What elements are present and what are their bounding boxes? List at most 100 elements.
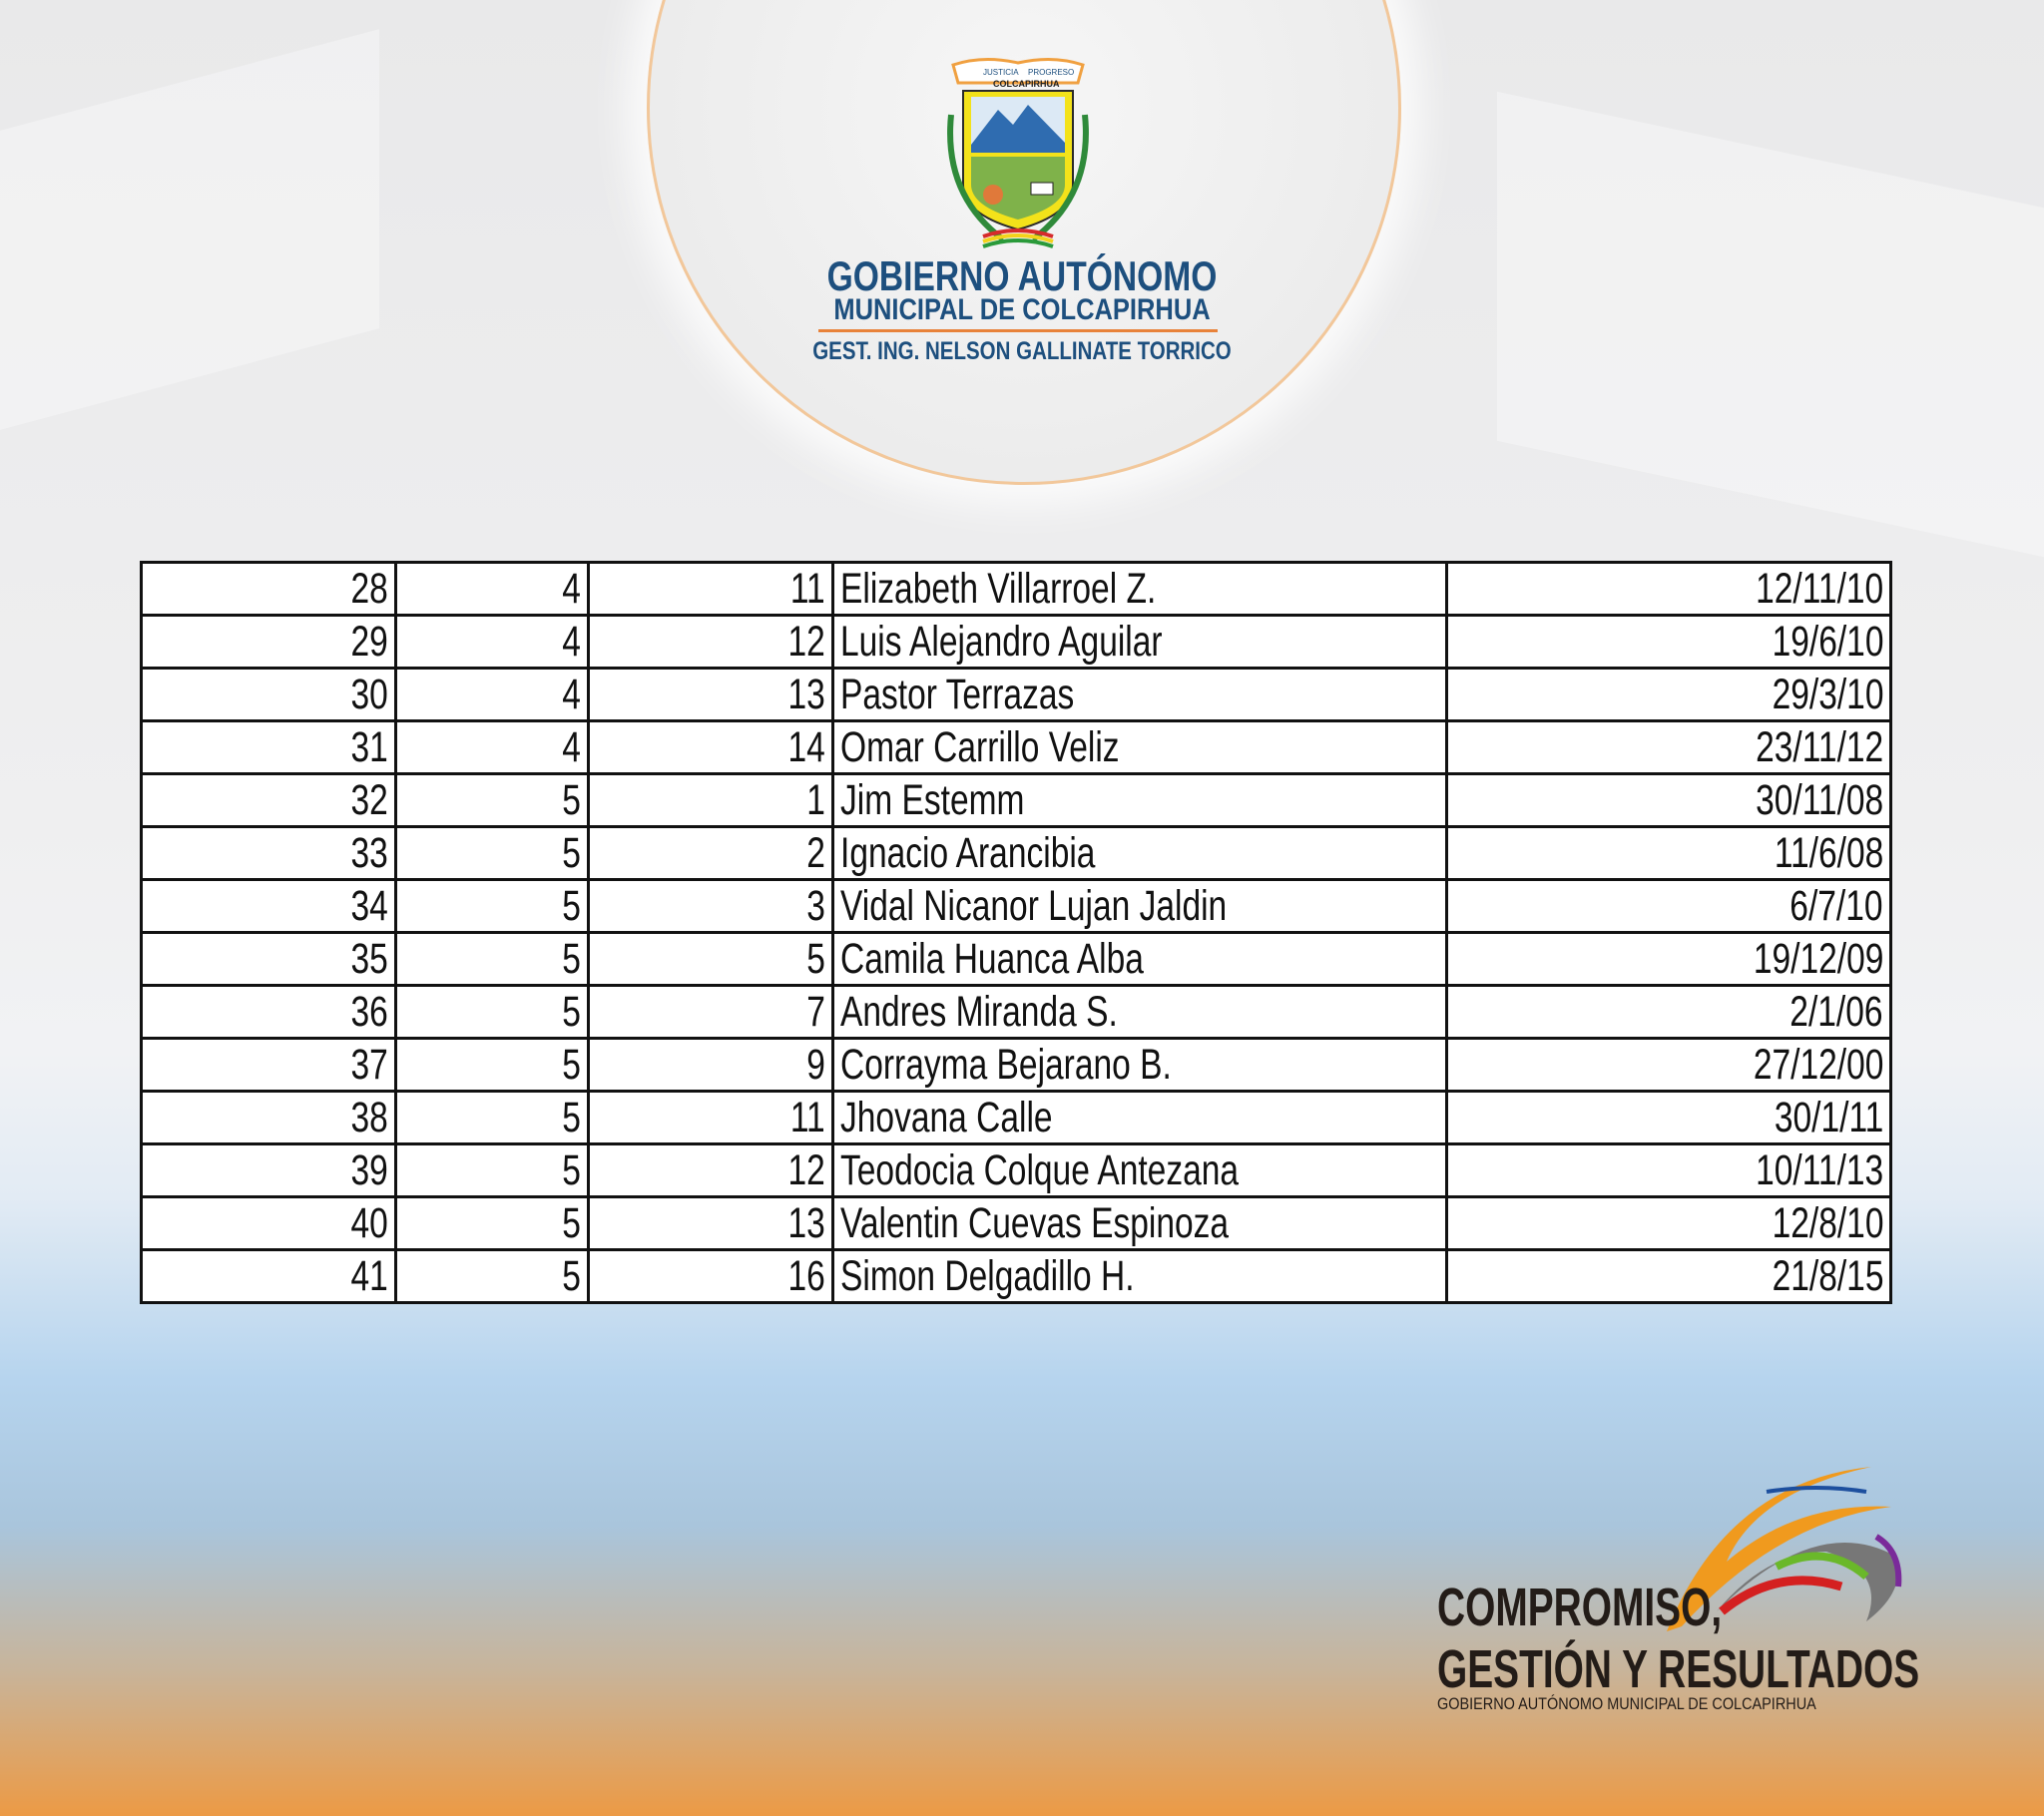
item-number-cell: 2 — [587, 825, 834, 881]
administration-label: GEST. ING. NELSON GALLINATE TORRICO — [812, 337, 1232, 365]
cell-text: 29/3/10 — [1772, 671, 1883, 718]
cell-text: 4 — [562, 565, 581, 613]
row-number-cell: 32 — [140, 772, 397, 828]
group-cell: 4 — [394, 667, 590, 722]
cell-text: 5 — [562, 776, 581, 824]
cell-text: 19/6/10 — [1772, 618, 1883, 666]
cell-text: 2/1/06 — [1789, 988, 1883, 1036]
cell-text: 5 — [806, 935, 825, 983]
slogan-line-1: COMPROMISO, — [1437, 1578, 1723, 1637]
item-number-cell: 9 — [587, 1037, 834, 1093]
cell-text: Corrayma Bejarano B. — [840, 1041, 1172, 1089]
cell-text: 1 — [806, 776, 825, 824]
name-cell: Camila Huanca Alba — [831, 931, 1448, 987]
row-number-cell: 28 — [140, 561, 397, 617]
row-number-cell: 37 — [140, 1037, 397, 1093]
item-number-cell: 12 — [587, 614, 834, 670]
cell-text: 12/11/10 — [1755, 565, 1883, 613]
group-cell: 5 — [394, 1195, 590, 1251]
group-cell: 5 — [394, 1037, 590, 1093]
name-cell: Elizabeth Villarroel Z. — [831, 561, 1448, 617]
cell-text: 4 — [562, 723, 581, 771]
item-number-cell: 11 — [587, 561, 834, 617]
row-number-cell: 30 — [140, 667, 397, 722]
group-cell: 5 — [394, 931, 590, 987]
date-cell: 19/12/09 — [1445, 931, 1892, 987]
item-number-cell: 5 — [587, 931, 834, 987]
date-cell: 27/12/00 — [1445, 1037, 1892, 1093]
slogan-line-2: GESTIÓN Y RESULTADOS — [1437, 1639, 1920, 1699]
date-cell: 21/8/15 — [1445, 1248, 1892, 1304]
cell-text: 5 — [562, 1041, 581, 1089]
cell-text: 5 — [562, 882, 581, 930]
background-facet — [0, 29, 379, 430]
cell-text: 4 — [562, 618, 581, 666]
date-cell: 29/3/10 — [1445, 667, 1892, 722]
group-cell: 5 — [394, 1248, 590, 1304]
cell-text: 34 — [350, 882, 388, 930]
row-number-cell: 39 — [140, 1142, 397, 1198]
cell-text: 13 — [787, 1199, 825, 1247]
row-number-cell: 31 — [140, 719, 397, 775]
row-number-cell: 33 — [140, 825, 397, 881]
date-cell: 11/6/08 — [1445, 825, 1892, 881]
name-cell: Vidal Nicanor Lujan Jaldin — [831, 878, 1448, 934]
date-cell: 10/11/13 — [1445, 1142, 1892, 1198]
cell-text: Jim Estemm — [840, 776, 1025, 824]
cell-text: 12/8/10 — [1772, 1199, 1883, 1247]
date-cell: 2/1/06 — [1445, 984, 1892, 1040]
cell-text: 11/6/08 — [1774, 829, 1883, 877]
cell-text: 35 — [350, 935, 388, 983]
cell-text: Jhovana Calle — [840, 1094, 1053, 1141]
cell-text: 5 — [562, 829, 581, 877]
row-number-cell: 35 — [140, 931, 397, 987]
cell-text: 5 — [562, 1199, 581, 1247]
table-row: 33 5 2 Ignacio Arancibia 11/6/08 — [140, 825, 1892, 881]
table-row: 32 5 1 Jim Estemm 30/11/08 — [140, 772, 1892, 828]
item-number-cell: 16 — [587, 1248, 834, 1304]
cell-text: 21/8/15 — [1772, 1252, 1883, 1300]
svg-text:COLCAPIRHUA: COLCAPIRHUA — [993, 79, 1060, 89]
org-subtitle: MUNICIPAL DE COLCAPIRHUA — [833, 293, 1211, 326]
item-number-cell: 7 — [587, 984, 834, 1040]
group-cell: 5 — [394, 772, 590, 828]
cell-text: 32 — [350, 776, 388, 824]
item-number-cell: 1 — [587, 772, 834, 828]
cell-text: 19/12/09 — [1753, 935, 1883, 983]
table-row: 28 4 11 Elizabeth Villarroel Z. 12/11/10 — [140, 561, 1892, 617]
name-cell: Omar Carrillo Veliz — [831, 719, 1448, 775]
cell-text: 37 — [350, 1041, 388, 1089]
group-cell: 5 — [394, 1090, 590, 1145]
cell-text: Andres Miranda S. — [840, 988, 1118, 1036]
slogan-line-3: GOBIERNO AUTÓNOMO MUNICIPAL DE COLCAPIRH… — [1437, 1694, 1816, 1713]
item-number-cell: 14 — [587, 719, 834, 775]
cell-text: Ignacio Arancibia — [840, 829, 1096, 877]
cell-text: Teodocia Colque Antezana — [840, 1146, 1240, 1194]
cell-text: 29 — [350, 618, 388, 666]
table-row: 36 5 7 Andres Miranda S. 2/1/06 — [140, 984, 1892, 1040]
name-cell: Valentin Cuevas Espinoza — [831, 1195, 1448, 1251]
group-cell: 4 — [394, 614, 590, 670]
item-number-cell: 11 — [587, 1090, 834, 1145]
group-cell: 4 — [394, 561, 590, 617]
slogan-swoosh-logo — [1667, 1467, 1902, 1631]
cell-text: 4 — [562, 671, 581, 718]
cell-text: 2 — [806, 829, 825, 877]
cell-text: 31 — [350, 723, 388, 771]
cell-text: Valentin Cuevas Espinoza — [840, 1199, 1230, 1247]
group-cell: 4 — [394, 719, 590, 775]
cell-text: 5 — [562, 935, 581, 983]
svg-text:PROGRESO: PROGRESO — [1028, 68, 1074, 77]
table-row: 38 5 11 Jhovana Calle 30/1/11 — [140, 1090, 1892, 1145]
divider — [818, 329, 1218, 332]
cell-text: 36 — [350, 988, 388, 1036]
row-number-cell: 41 — [140, 1248, 397, 1304]
name-cell: Teodocia Colque Antezana — [831, 1142, 1448, 1198]
name-cell: Corrayma Bejarano B. — [831, 1037, 1448, 1093]
cell-text: 7 — [806, 988, 825, 1036]
cell-text: 39 — [350, 1146, 388, 1194]
svg-text:JUSTICIA: JUSTICIA — [983, 68, 1019, 77]
table-row: 31 4 14 Omar Carrillo Veliz 23/11/12 — [140, 719, 1892, 775]
cell-text: 5 — [562, 1146, 581, 1194]
table-row: 37 5 9 Corrayma Bejarano B. 27/12/00 — [140, 1037, 1892, 1093]
